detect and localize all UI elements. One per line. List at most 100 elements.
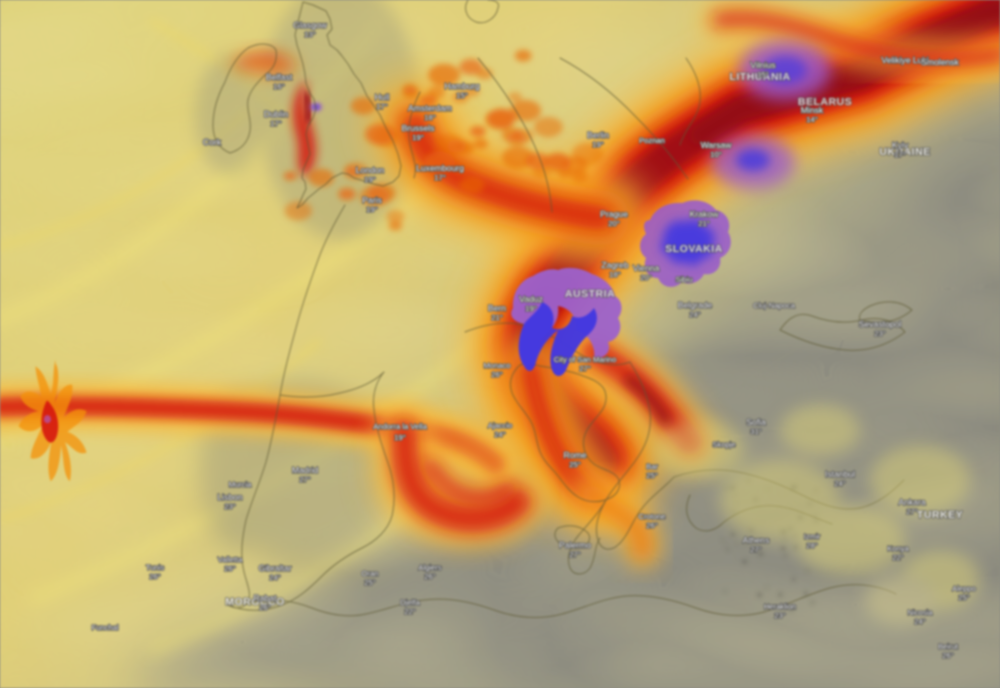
svg-text:23°: 23° (224, 502, 235, 511)
svg-text:Andorra la Vella: Andorra la Vella (373, 422, 427, 431)
svg-text:28°: 28° (806, 541, 817, 550)
svg-text:10°: 10° (710, 150, 721, 159)
svg-text:17°: 17° (894, 150, 905, 159)
svg-text:22°: 22° (892, 553, 903, 562)
svg-text:26°: 26° (259, 603, 270, 612)
svg-text:Berlin: Berlin (587, 130, 609, 140)
svg-text:27°: 27° (906, 507, 917, 516)
svg-text:25°: 25° (958, 593, 969, 602)
svg-text:Belfast: Belfast (266, 72, 293, 82)
svg-text:27°: 27° (299, 475, 310, 484)
svg-text:19°: 19° (525, 304, 536, 313)
svg-text:Algiers: Algiers (418, 563, 441, 572)
svg-text:TURKEY: TURKEY (917, 509, 963, 521)
svg-text:14°: 14° (806, 115, 817, 124)
svg-text:27°: 27° (750, 545, 761, 554)
svg-text:Nicosia: Nicosia (908, 608, 934, 617)
svg-text:Paris: Paris (362, 195, 382, 205)
svg-text:Gibraltar: Gibraltar (259, 563, 292, 573)
svg-text:26°: 26° (491, 370, 502, 379)
svg-text:Madrid: Madrid (292, 465, 318, 475)
svg-text:Monaco: Monaco (483, 361, 510, 370)
svg-text:23°: 23° (874, 329, 885, 338)
svg-text:Brussels: Brussels (402, 123, 435, 133)
svg-text:Amsterdam: Amsterdam (408, 103, 452, 113)
svg-text:Beirut: Beirut (938, 642, 959, 651)
svg-text:Sibiu: Sibiu (676, 275, 693, 284)
svg-text:Dublin: Dublin (264, 109, 289, 119)
svg-text:Funchal: Funchal (91, 623, 118, 632)
svg-text:Poznan: Poznan (639, 136, 665, 145)
svg-text:City of San Marino: City of San Marino (554, 355, 616, 364)
svg-text:Aleppo: Aleppo (952, 584, 976, 593)
svg-text:Vaduz: Vaduz (519, 294, 543, 304)
svg-text:19°: 19° (412, 133, 423, 142)
svg-text:Heraklion: Heraklion (764, 602, 796, 611)
svg-text:23°: 23° (774, 611, 785, 620)
svg-text:Sofia: Sofia (746, 417, 766, 427)
svg-text:15°: 15° (757, 70, 768, 79)
svg-text:London: London (356, 165, 385, 175)
svg-text:Vienna: Vienna (633, 263, 660, 273)
svg-text:24°: 24° (689, 310, 700, 319)
svg-text:26°: 26° (149, 572, 160, 581)
svg-text:Glasgow: Glasgow (293, 20, 327, 30)
svg-text:16°: 16° (273, 82, 284, 91)
svg-text:25°: 25° (646, 471, 657, 480)
svg-text:17°: 17° (270, 119, 281, 128)
svg-text:Krakow: Krakow (690, 209, 719, 219)
svg-text:24°: 24° (914, 617, 925, 626)
svg-text:22°: 22° (404, 607, 415, 616)
svg-text:Minsk: Minsk (801, 105, 824, 115)
svg-text:Djelfa: Djelfa (400, 598, 420, 607)
svg-text:Belgrade: Belgrade (678, 300, 713, 310)
svg-text:Oran: Oran (362, 569, 379, 578)
svg-text:24°: 24° (834, 479, 845, 488)
svg-text:Crotone: Crotone (638, 512, 665, 521)
svg-text:Bern: Bern (488, 303, 506, 313)
svg-text:Valletta: Valletta (218, 555, 244, 564)
svg-text:21°: 21° (491, 313, 502, 322)
svg-text:Bar: Bar (646, 462, 658, 471)
svg-text:Palermo: Palermo (559, 540, 591, 550)
svg-text:19°: 19° (394, 433, 405, 442)
svg-text:Kyiv: Kyiv (892, 140, 909, 150)
svg-text:27°: 27° (569, 550, 580, 559)
svg-text:Rabat: Rabat (254, 593, 278, 603)
svg-text:18°: 18° (609, 270, 620, 279)
svg-text:26°: 26° (942, 651, 953, 660)
svg-text:21°: 21° (698, 219, 709, 228)
svg-text:26°: 26° (646, 521, 657, 530)
svg-text:25°: 25° (569, 460, 580, 469)
svg-text:15°: 15° (456, 91, 467, 100)
svg-text:19°: 19° (366, 205, 377, 214)
svg-text:Izmir: Izmir (804, 532, 821, 541)
svg-text:AUSTRIA: AUSTRIA (565, 288, 615, 300)
svg-text:18°: 18° (424, 113, 435, 122)
svg-text:19°: 19° (364, 175, 375, 184)
svg-text:Athens: Athens (743, 535, 770, 545)
svg-text:SLOVAKIA: SLOVAKIA (665, 243, 722, 255)
svg-text:24°: 24° (269, 573, 280, 582)
svg-text:Konya: Konya (887, 544, 909, 553)
svg-text:17°: 17° (376, 102, 387, 111)
svg-text:Hamburg: Hamburg (444, 81, 480, 91)
svg-text:Rome: Rome (564, 450, 587, 460)
svg-text:26°: 26° (424, 572, 435, 581)
svg-text:Luxembourg: Luxembourg (416, 163, 464, 173)
svg-text:Murcia: Murcia (229, 480, 253, 489)
svg-text:26°: 26° (224, 564, 235, 573)
svg-text:Cluj-Napoca: Cluj-Napoca (753, 301, 796, 310)
svg-text:27°: 27° (579, 364, 590, 373)
svg-text:Zagreb: Zagreb (601, 260, 628, 270)
svg-text:20°: 20° (640, 273, 651, 282)
svg-text:Skopje: Skopje (712, 440, 735, 449)
svg-text:Sevastopol: Sevastopol (859, 319, 902, 329)
svg-text:Hull: Hull (375, 92, 390, 102)
svg-text:Lisbon: Lisbon (217, 492, 243, 502)
svg-text:20°: 20° (608, 219, 619, 228)
svg-text:Ajaccio: Ajaccio (488, 421, 512, 430)
svg-text:Warsaw: Warsaw (701, 140, 733, 150)
svg-text:Prague: Prague (600, 209, 628, 219)
svg-text:Istanbul: Istanbul (825, 469, 855, 479)
